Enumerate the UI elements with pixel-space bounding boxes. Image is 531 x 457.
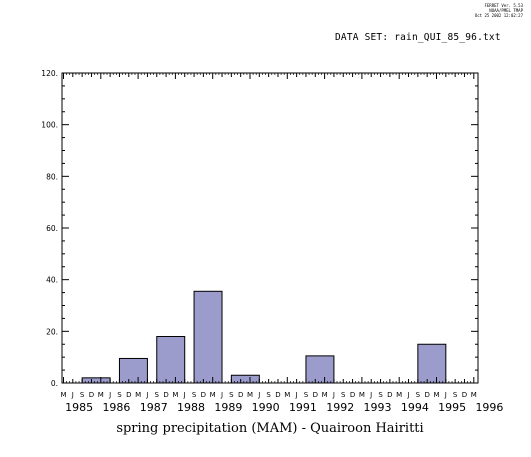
x-month-label: J [108, 391, 111, 399]
x-year-label: 1994 [401, 401, 429, 414]
x-month-label: M [284, 391, 290, 399]
x-month-label: J [145, 391, 148, 399]
x-year-label: 1995 [438, 401, 466, 414]
bar-1985 [81, 377, 111, 384]
y-tick-label: 20. [46, 327, 58, 336]
x-year-label: 1988 [177, 401, 205, 414]
x-month-label: M [135, 391, 141, 399]
x-month-label: S [378, 391, 383, 399]
x-month-label: D [89, 391, 94, 399]
x-month-label: M [433, 391, 439, 399]
x-year-label: 1991 [289, 401, 317, 414]
x-month-label: S [229, 391, 234, 399]
x-month-label: J [295, 391, 298, 399]
x-month-label: M [60, 391, 66, 399]
x-month-label: D [462, 391, 467, 399]
x-month-label: J [183, 391, 186, 399]
x-year-label: 1987 [140, 401, 168, 414]
x-month-label: J [406, 391, 409, 399]
x-month-label: M [98, 391, 104, 399]
bar-1989 [230, 374, 260, 384]
x-month-label: M [172, 391, 178, 399]
ferret-date: Oct 25 2002 12:02:27 [474, 13, 523, 18]
y-tick-label: 40. [46, 276, 58, 285]
x-year-label: 1996 [475, 401, 503, 414]
x-month-label: D [350, 391, 355, 399]
x-month-label: D [163, 391, 168, 399]
x-month-label: S [304, 391, 309, 399]
y-tick-label: 60. [46, 224, 58, 233]
plot-frame [61, 72, 479, 384]
bar-1994 [417, 343, 447, 384]
ferret-org: NOAA/PMEL TMAP [489, 8, 523, 13]
x-year-label: 1990 [252, 401, 280, 414]
x-month-label: D [201, 391, 206, 399]
x-month-label: S [341, 391, 346, 399]
dataset-label: DATA SET: rain_QUI_85_96.txt [335, 32, 501, 43]
x-month-label: S [416, 391, 421, 399]
bar-1991 [305, 355, 335, 384]
x-month-label: S [155, 391, 160, 399]
ferret-version: FERRET Ver. 5.53 [484, 3, 523, 8]
x-month-label: J [369, 391, 372, 399]
x-month-label: D [275, 391, 280, 399]
x-month-label: J [444, 391, 447, 399]
x-year-label: 1992 [326, 401, 354, 414]
bar-1988 [193, 290, 223, 384]
chart-title: spring precipitation (MAM) - Quairoon Ha… [116, 421, 423, 436]
x-year-label: 1986 [102, 401, 130, 414]
y-tick-label: 100. [41, 121, 58, 130]
x-month-label: D [387, 391, 392, 399]
ferret-stamp: FERRET Ver. 5.53 NOAA/PMEL TMAP Oct 25 2… [475, 3, 523, 18]
x-month-label: S [80, 391, 85, 399]
x-month-label: M [322, 391, 328, 399]
x-year-label: 1985 [65, 401, 93, 414]
y-tick-label: 120. [41, 69, 58, 78]
x-month-label: D [313, 391, 318, 399]
x-month-label: S [117, 391, 122, 399]
x-month-label: J [220, 391, 223, 399]
y-tick-label: 0. [51, 379, 58, 388]
x-month-label: J [332, 391, 335, 399]
x-month-label: M [396, 391, 402, 399]
bar-1986 [118, 357, 148, 384]
y-tick-label: 80. [46, 172, 58, 181]
bar-1987 [156, 336, 186, 384]
x-month-label: D [126, 391, 131, 399]
x-month-label: S [453, 391, 458, 399]
x-month-label: J [257, 391, 260, 399]
x-year-label: 1993 [364, 401, 392, 414]
x-month-label: S [266, 391, 271, 399]
x-month-label: M [210, 391, 216, 399]
x-month-label: M [247, 391, 253, 399]
x-month-label: S [192, 391, 197, 399]
x-month-label: J [71, 391, 74, 399]
x-year-label: 1989 [214, 401, 242, 414]
x-month-label: M [471, 391, 477, 399]
x-month-label: D [424, 391, 429, 399]
x-month-label: D [238, 391, 243, 399]
x-month-label: M [359, 391, 365, 399]
